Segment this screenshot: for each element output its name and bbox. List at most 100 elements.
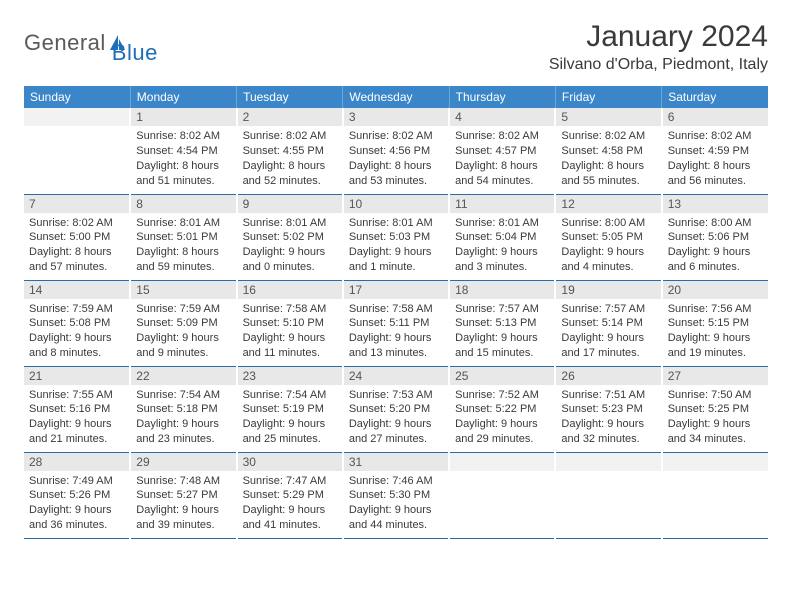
sunrise-text: Sunrise: 7:52 AM (455, 388, 549, 403)
daylight-text-2: and 36 minutes. (29, 518, 124, 533)
daylight-text-2: and 17 minutes. (561, 346, 655, 361)
sunrise-text: Sunrise: 8:02 AM (668, 129, 763, 144)
sunrise-text: Sunrise: 7:48 AM (136, 474, 230, 489)
daylight-text-2: and 0 minutes. (243, 260, 337, 275)
dow-header: Wednesday (343, 86, 449, 108)
calendar-day-cell: 17Sunrise: 7:58 AMSunset: 5:11 PMDayligh… (343, 280, 449, 366)
sunrise-text: Sunrise: 8:00 AM (561, 216, 655, 231)
calendar-day-cell: 3Sunrise: 8:02 AMSunset: 4:56 PMDaylight… (343, 108, 449, 194)
daylight-text-1: Daylight: 9 hours (29, 417, 124, 432)
calendar-week-row: 14Sunrise: 7:59 AMSunset: 5:08 PMDayligh… (24, 280, 768, 366)
daylight-text-1: Daylight: 9 hours (561, 417, 655, 432)
daylight-text-2: and 57 minutes. (29, 260, 124, 275)
day-number: 4 (450, 108, 554, 126)
calendar-day-cell: 21Sunrise: 7:55 AMSunset: 5:16 PMDayligh… (24, 366, 130, 452)
sunrise-text: Sunrise: 7:54 AM (136, 388, 230, 403)
day-details: Sunrise: 7:58 AMSunset: 5:11 PMDaylight:… (344, 299, 448, 365)
month-title: January 2024 (549, 20, 768, 54)
calendar-day-cell: 18Sunrise: 7:57 AMSunset: 5:13 PMDayligh… (449, 280, 555, 366)
brand-blue: Blue (112, 20, 158, 66)
day-details: Sunrise: 7:59 AMSunset: 5:09 PMDaylight:… (131, 299, 235, 365)
calendar-day-cell (449, 452, 555, 538)
sunset-text: Sunset: 5:03 PM (349, 230, 443, 245)
sunset-text: Sunset: 5:29 PM (243, 488, 337, 503)
calendar-day-cell: 11Sunrise: 8:01 AMSunset: 5:04 PMDayligh… (449, 194, 555, 280)
sunset-text: Sunset: 5:18 PM (136, 402, 230, 417)
daylight-text-1: Daylight: 8 hours (243, 159, 337, 174)
day-details: Sunrise: 7:49 AMSunset: 5:26 PMDaylight:… (24, 471, 129, 537)
day-number: 2 (238, 108, 342, 126)
sunrise-text: Sunrise: 7:59 AM (29, 302, 124, 317)
calendar-day-cell: 7Sunrise: 8:02 AMSunset: 5:00 PMDaylight… (24, 194, 130, 280)
calendar-week-row: 1Sunrise: 8:02 AMSunset: 4:54 PMDaylight… (24, 108, 768, 194)
calendar-day-cell (555, 452, 661, 538)
day-number: 13 (663, 195, 768, 213)
day-details: Sunrise: 7:54 AMSunset: 5:19 PMDaylight:… (238, 385, 342, 451)
day-number-bar-empty (663, 453, 768, 471)
sunrise-text: Sunrise: 8:02 AM (455, 129, 549, 144)
daylight-text-1: Daylight: 9 hours (455, 417, 549, 432)
day-number: 28 (24, 453, 129, 471)
sunset-text: Sunset: 5:20 PM (349, 402, 443, 417)
sunset-text: Sunset: 5:22 PM (455, 402, 549, 417)
sunset-text: Sunset: 4:59 PM (668, 144, 763, 159)
daylight-text-1: Daylight: 9 hours (349, 331, 443, 346)
daylight-text-2: and 25 minutes. (243, 432, 337, 447)
calendar-day-cell: 15Sunrise: 7:59 AMSunset: 5:09 PMDayligh… (130, 280, 236, 366)
calendar-week-row: 7Sunrise: 8:02 AMSunset: 5:00 PMDaylight… (24, 194, 768, 280)
day-details: Sunrise: 8:00 AMSunset: 5:06 PMDaylight:… (663, 213, 768, 279)
daylight-text-2: and 4 minutes. (561, 260, 655, 275)
day-details: Sunrise: 7:51 AMSunset: 5:23 PMDaylight:… (556, 385, 660, 451)
calendar-day-cell: 31Sunrise: 7:46 AMSunset: 5:30 PMDayligh… (343, 452, 449, 538)
daylight-text-1: Daylight: 9 hours (136, 417, 230, 432)
sunrise-text: Sunrise: 7:58 AM (349, 302, 443, 317)
sunrise-text: Sunrise: 7:47 AM (243, 474, 337, 489)
day-number-bar-empty (24, 108, 129, 126)
day-details: Sunrise: 7:57 AMSunset: 5:13 PMDaylight:… (450, 299, 554, 365)
calendar-day-cell: 24Sunrise: 7:53 AMSunset: 5:20 PMDayligh… (343, 366, 449, 452)
sunset-text: Sunset: 4:57 PM (455, 144, 549, 159)
calendar-day-cell: 27Sunrise: 7:50 AMSunset: 5:25 PMDayligh… (662, 366, 768, 452)
calendar-day-cell: 9Sunrise: 8:01 AMSunset: 5:02 PMDaylight… (237, 194, 343, 280)
day-number: 24 (344, 367, 448, 385)
sunset-text: Sunset: 5:00 PM (29, 230, 124, 245)
daylight-text-2: and 27 minutes. (349, 432, 443, 447)
day-details: Sunrise: 7:57 AMSunset: 5:14 PMDaylight:… (556, 299, 660, 365)
day-details: Sunrise: 7:47 AMSunset: 5:29 PMDaylight:… (238, 471, 342, 537)
day-details: Sunrise: 8:02 AMSunset: 4:58 PMDaylight:… (556, 126, 660, 192)
sunrise-text: Sunrise: 8:02 AM (29, 216, 124, 231)
daylight-text-1: Daylight: 9 hours (29, 331, 124, 346)
daylight-text-2: and 51 minutes. (136, 174, 230, 189)
sunrise-text: Sunrise: 7:58 AM (243, 302, 337, 317)
day-details: Sunrise: 7:55 AMSunset: 5:16 PMDaylight:… (24, 385, 129, 451)
sunset-text: Sunset: 5:16 PM (29, 402, 124, 417)
day-details: Sunrise: 8:02 AMSunset: 4:55 PMDaylight:… (238, 126, 342, 192)
day-number: 18 (450, 281, 554, 299)
sunset-text: Sunset: 5:23 PM (561, 402, 655, 417)
calendar-day-cell: 1Sunrise: 8:02 AMSunset: 4:54 PMDaylight… (130, 108, 236, 194)
day-number: 22 (131, 367, 235, 385)
sunrise-text: Sunrise: 7:46 AM (349, 474, 443, 489)
day-number: 26 (556, 367, 660, 385)
daylight-text-2: and 32 minutes. (561, 432, 655, 447)
day-details: Sunrise: 7:52 AMSunset: 5:22 PMDaylight:… (450, 385, 554, 451)
calendar-day-cell: 20Sunrise: 7:56 AMSunset: 5:15 PMDayligh… (662, 280, 768, 366)
dow-header: Monday (130, 86, 236, 108)
day-number: 30 (238, 453, 342, 471)
day-number: 16 (238, 281, 342, 299)
sunset-text: Sunset: 4:56 PM (349, 144, 443, 159)
calendar-day-cell: 16Sunrise: 7:58 AMSunset: 5:10 PMDayligh… (237, 280, 343, 366)
daylight-text-1: Daylight: 9 hours (243, 331, 337, 346)
sunset-text: Sunset: 5:06 PM (668, 230, 763, 245)
calendar-table: SundayMondayTuesdayWednesdayThursdayFrid… (24, 86, 768, 539)
sunset-text: Sunset: 5:05 PM (561, 230, 655, 245)
sunrise-text: Sunrise: 7:49 AM (29, 474, 124, 489)
daylight-text-1: Daylight: 9 hours (243, 503, 337, 518)
day-details: Sunrise: 8:02 AMSunset: 4:59 PMDaylight:… (663, 126, 768, 192)
sunrise-text: Sunrise: 7:56 AM (668, 302, 763, 317)
daylight-text-1: Daylight: 9 hours (561, 245, 655, 260)
calendar-day-cell: 5Sunrise: 8:02 AMSunset: 4:58 PMDaylight… (555, 108, 661, 194)
sunrise-text: Sunrise: 8:02 AM (136, 129, 230, 144)
sunset-text: Sunset: 5:26 PM (29, 488, 124, 503)
sunset-text: Sunset: 5:01 PM (136, 230, 230, 245)
